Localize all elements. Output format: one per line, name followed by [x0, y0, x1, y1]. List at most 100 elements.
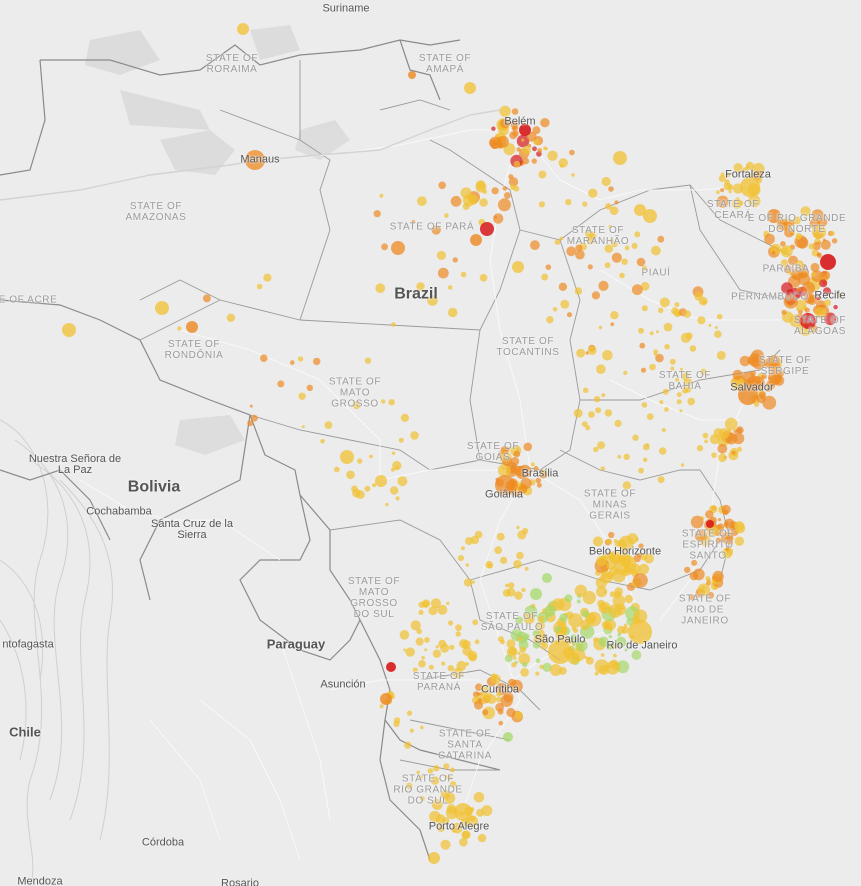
data-point[interactable] [714, 330, 722, 339]
data-point[interactable] [771, 374, 782, 385]
data-point[interactable] [609, 238, 614, 243]
data-point[interactable] [237, 23, 249, 35]
data-point[interactable] [781, 309, 787, 315]
data-point[interactable] [558, 282, 568, 291]
data-point[interactable] [155, 301, 169, 315]
data-point[interactable] [631, 284, 643, 296]
data-point[interactable] [532, 126, 541, 135]
data-point[interactable] [504, 192, 511, 199]
data-point[interactable] [290, 360, 295, 365]
data-point[interactable] [571, 173, 575, 177]
data-point[interactable] [823, 287, 831, 296]
data-point[interactable] [551, 598, 565, 611]
data-point[interactable] [633, 572, 648, 588]
data-point[interactable] [391, 241, 405, 255]
data-point[interactable] [659, 297, 670, 308]
data-point[interactable] [738, 385, 758, 405]
data-point[interactable] [432, 649, 442, 658]
data-point[interactable] [450, 767, 455, 773]
data-point[interactable] [202, 294, 211, 303]
data-point[interactable] [587, 346, 597, 355]
data-point[interactable] [610, 311, 619, 320]
data-point[interactable] [444, 775, 448, 779]
data-point[interactable] [520, 668, 529, 677]
data-point[interactable] [533, 139, 540, 145]
data-point[interactable] [247, 420, 254, 427]
data-point[interactable] [617, 454, 622, 459]
data-point[interactable] [833, 304, 838, 310]
data-point[interactable] [764, 233, 775, 245]
data-point[interactable] [632, 434, 639, 441]
data-point[interactable] [616, 660, 630, 674]
data-point[interactable] [364, 485, 371, 492]
data-point[interactable] [641, 305, 648, 312]
data-point[interactable] [582, 590, 596, 605]
data-point[interactable] [649, 331, 654, 336]
data-point[interactable] [732, 369, 743, 380]
data-point[interactable] [352, 400, 361, 410]
data-point[interactable] [576, 348, 586, 358]
data-point[interactable] [364, 357, 372, 364]
data-point[interactable] [611, 252, 622, 263]
data-point[interactable] [716, 350, 726, 360]
data-point[interactable] [715, 537, 722, 544]
data-point[interactable] [598, 325, 603, 330]
data-point[interactable] [559, 613, 568, 622]
data-point[interactable] [495, 475, 515, 495]
data-point[interactable] [251, 414, 258, 422]
data-point[interactable] [624, 594, 633, 604]
data-point[interactable] [462, 646, 472, 656]
data-point[interactable] [588, 232, 597, 241]
data-point[interactable] [574, 584, 587, 597]
data-point[interactable] [795, 299, 807, 311]
data-point[interactable] [226, 313, 236, 322]
data-point[interactable] [452, 667, 464, 679]
data-point[interactable] [457, 555, 464, 562]
data-point[interactable] [593, 446, 599, 453]
data-point[interactable] [751, 355, 766, 370]
data-point[interactable] [724, 417, 738, 431]
data-point[interactable] [657, 307, 664, 314]
data-point[interactable] [379, 704, 384, 709]
data-point[interactable] [410, 620, 421, 631]
data-point[interactable] [506, 639, 516, 649]
data-point[interactable] [821, 270, 831, 280]
data-point[interactable] [447, 665, 454, 672]
data-point[interactable] [642, 457, 648, 463]
data-point[interactable] [521, 145, 531, 155]
data-point[interactable] [510, 679, 523, 693]
data-point[interactable] [788, 255, 799, 266]
data-point[interactable] [518, 636, 523, 641]
data-point[interactable] [420, 725, 424, 730]
data-point[interactable] [697, 583, 711, 597]
data-point[interactable] [500, 556, 508, 565]
data-point[interactable] [537, 148, 543, 153]
data-point[interactable] [800, 206, 811, 217]
data-point[interactable] [733, 163, 743, 173]
data-point[interactable] [830, 231, 835, 236]
data-point[interactable] [515, 465, 526, 477]
data-point[interactable] [298, 392, 306, 400]
data-point[interactable] [465, 563, 469, 567]
data-point[interactable] [608, 604, 622, 618]
data-point[interactable] [444, 213, 449, 218]
data-point[interactable] [301, 425, 305, 429]
data-point[interactable] [372, 483, 377, 488]
data-point[interactable] [356, 490, 365, 499]
data-point[interactable] [664, 344, 670, 350]
data-point[interactable] [600, 466, 605, 471]
data-point[interactable] [640, 367, 647, 373]
data-point[interactable] [443, 792, 456, 804]
data-point[interactable] [804, 293, 815, 304]
data-point[interactable] [438, 181, 447, 190]
data-point[interactable] [795, 291, 802, 299]
data-point[interactable] [441, 661, 446, 666]
data-point[interactable] [700, 368, 707, 376]
data-point[interactable] [738, 200, 744, 206]
data-point[interactable] [720, 188, 725, 193]
data-point[interactable] [496, 691, 502, 697]
data-point[interactable] [518, 653, 531, 665]
data-point[interactable] [748, 172, 754, 179]
data-point[interactable] [642, 443, 650, 451]
data-point[interactable] [546, 316, 554, 324]
